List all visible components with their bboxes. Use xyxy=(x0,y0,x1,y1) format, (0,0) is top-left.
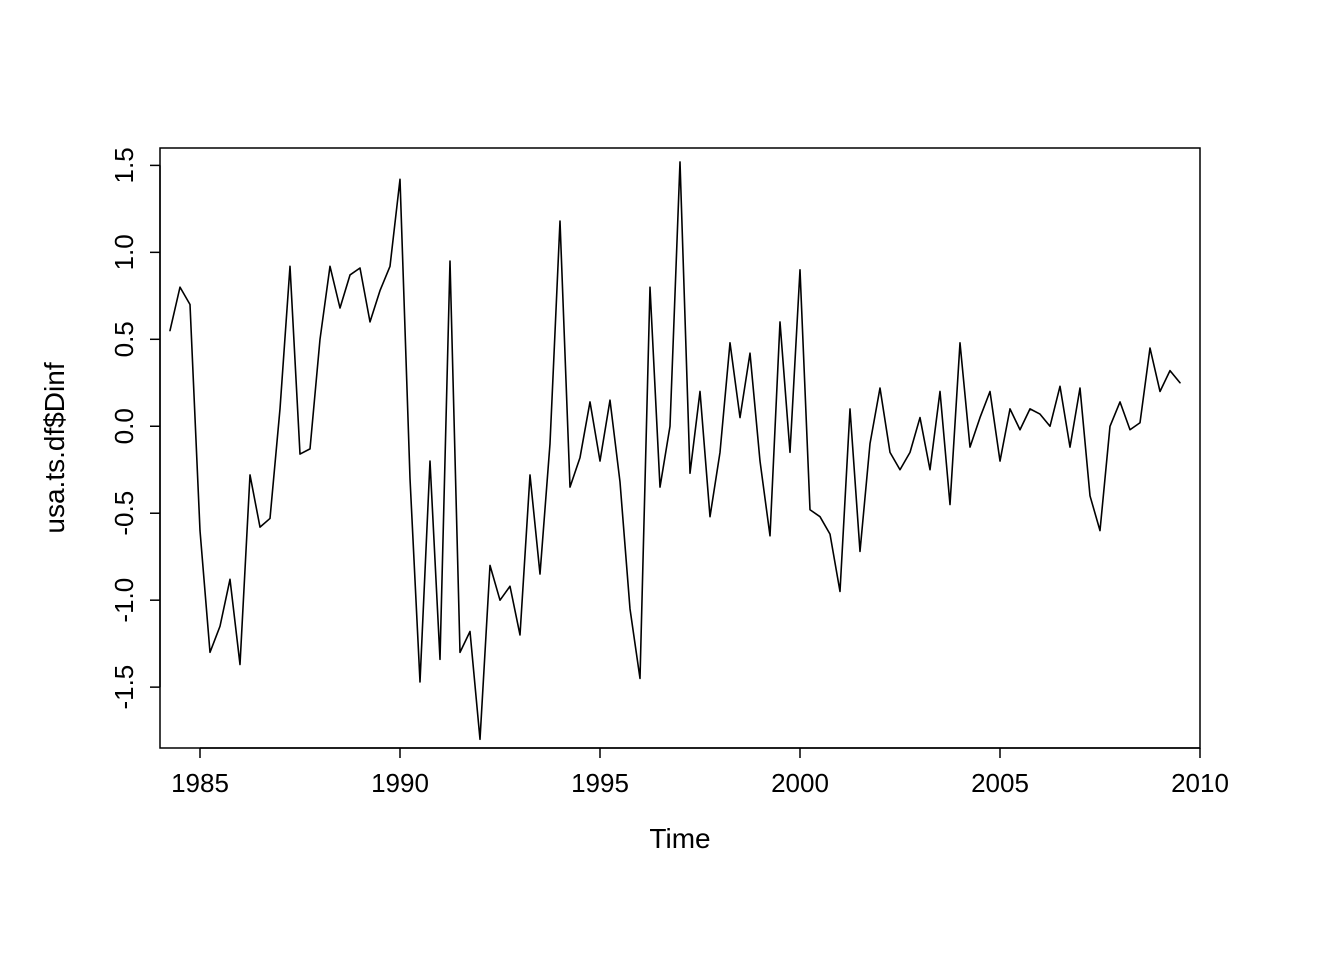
x-tick-label: 2000 xyxy=(771,768,829,798)
x-axis-title: Time xyxy=(649,823,710,854)
plot-border xyxy=(160,148,1200,748)
x-tick-label: 2005 xyxy=(971,768,1029,798)
y-tick-label: 1.0 xyxy=(109,234,139,270)
y-tick-label: -0.5 xyxy=(109,491,139,536)
x-tick-label: 1985 xyxy=(171,768,229,798)
y-tick-label: -1.0 xyxy=(109,578,139,623)
y-axis-title: usa.ts.df$Dinf xyxy=(39,362,70,533)
x-tick-label: 1990 xyxy=(371,768,429,798)
y-tick-label: 0.0 xyxy=(109,408,139,444)
x-tick-label: 1995 xyxy=(571,768,629,798)
x-tick-label: 2010 xyxy=(1171,768,1229,798)
chart-svg: 1985 1990 1995 2000 2005 2010 -1.5 -1.0 -0.5 0.0 0… xyxy=(0,0,1344,960)
series-line xyxy=(170,162,1180,739)
time-series-chart: 1985 1990 1995 2000 2005 2010 -1.5 -1.0 -0.5 0.0 0… xyxy=(0,0,1344,960)
y-tick-label: 1.5 xyxy=(109,147,139,183)
y-tick-label: 0.5 xyxy=(109,321,139,357)
y-tick-label: -1.5 xyxy=(109,665,139,710)
